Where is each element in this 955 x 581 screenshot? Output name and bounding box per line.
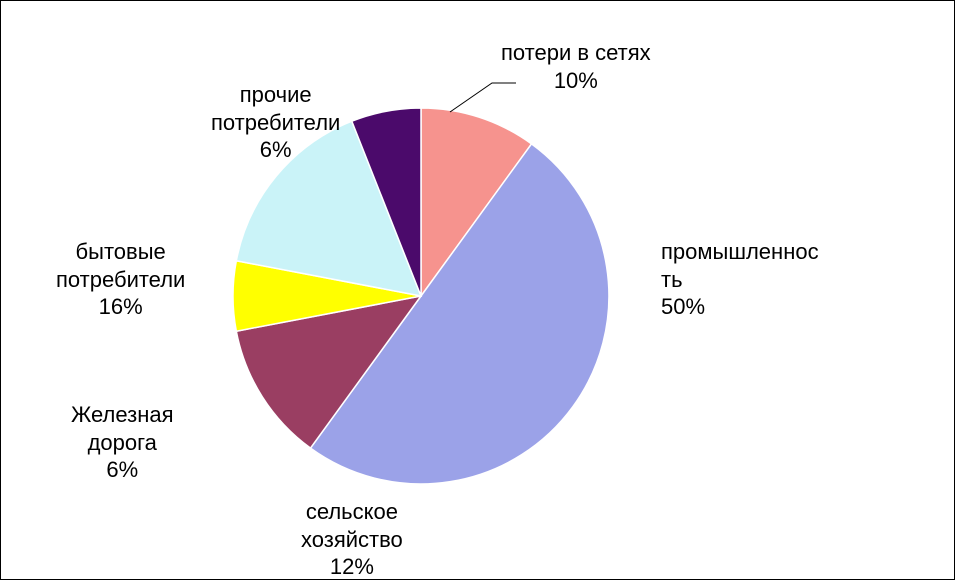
- slice-label-loss: потери в сетях 10%: [501, 39, 651, 94]
- slice-label-agri: сельское хозяйство 12%: [301, 498, 403, 581]
- chart-frame: потери в сетях 10% промышленнос ть 50% сел…: [0, 0, 955, 580]
- slice-label-industry: промышленнос ть 50%: [661, 238, 819, 321]
- slice-label-household: бытовые потребители 16%: [56, 238, 185, 321]
- slice-label-rail: Железная дорога 6%: [71, 401, 174, 484]
- slice-label-other: прочие потребители 6%: [211, 81, 340, 164]
